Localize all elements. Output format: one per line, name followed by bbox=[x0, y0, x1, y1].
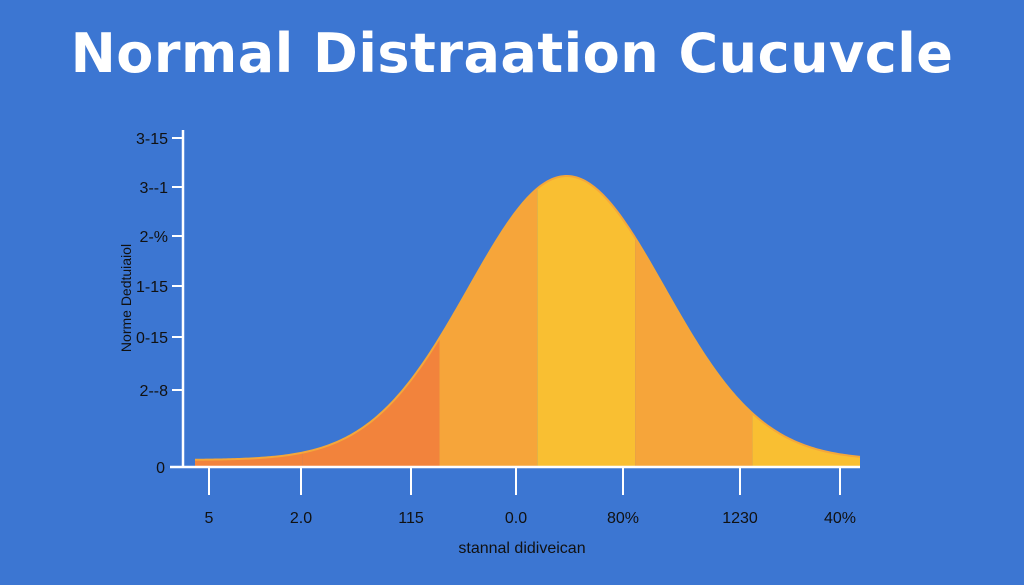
y-tick-label-3: 1-15 bbox=[136, 279, 168, 296]
x-tick-label-3: 0.0 bbox=[505, 510, 527, 527]
x-tick-label-0: 5 bbox=[205, 510, 214, 527]
x-tick-label-1: 2.0 bbox=[290, 510, 312, 527]
y-axis-label: Norme Dedtuiaiol bbox=[118, 244, 134, 352]
curve-outline bbox=[194, 175, 861, 461]
chart-title: Normal Distraation Cucuvcle bbox=[70, 22, 954, 85]
x-tick-label-2: 115 bbox=[398, 510, 424, 527]
curve-band-3 bbox=[537, 176, 636, 466]
x-tick-label-6: 40% bbox=[824, 510, 856, 527]
x-tick-label-5: 1230 bbox=[722, 510, 758, 527]
curve-band-2 bbox=[439, 188, 538, 466]
y-tick-group: 3-15 3--1 2-% 1-15 0-15 2--8 0 bbox=[136, 131, 183, 477]
curve-band-4 bbox=[635, 237, 753, 466]
y-tick-label-2: 2-% bbox=[140, 229, 168, 246]
x-tick-group: 5 2.0 115 0.0 80% 1230 40% bbox=[205, 467, 856, 527]
y-tick-label-5: 2--8 bbox=[140, 383, 169, 400]
y-tick-label-4: 0-15 bbox=[136, 330, 168, 347]
y-tick-label-0: 3-15 bbox=[136, 131, 168, 148]
curve-band-1 bbox=[302, 338, 440, 466]
x-tick-label-4: 80% bbox=[607, 510, 639, 527]
curve-band-5 bbox=[752, 413, 860, 466]
curve-bands bbox=[195, 176, 860, 466]
y-tick-label-6: 0 bbox=[156, 460, 165, 477]
y-tick-label-1: 3--1 bbox=[140, 180, 169, 197]
x-axis-label: stannal didiveican bbox=[458, 540, 585, 557]
